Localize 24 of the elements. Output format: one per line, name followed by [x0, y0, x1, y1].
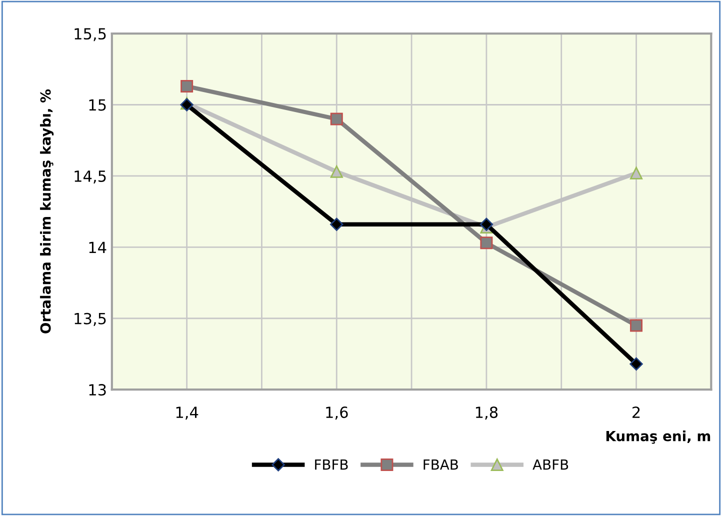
legend-label: ABFB: [532, 459, 568, 470]
point: [480, 218, 494, 231]
x-tick-label: 2: [632, 406, 640, 418]
y-tick-label: 13: [89, 384, 106, 396]
y-tick-label: 15,5: [74, 28, 106, 42]
legend-label: FBAB: [424, 459, 458, 470]
y-axis-title: Ortalama birim kumaş kaybı, %: [40, 89, 54, 334]
x-tick-label: 1,4: [176, 406, 198, 420]
y-tick-label: 14,5: [74, 170, 106, 184]
point: [330, 165, 343, 178]
y-tick-label: 15: [89, 99, 106, 111]
point: [630, 357, 643, 371]
x-tick-label: 1,8: [476, 406, 498, 420]
point: [630, 166, 643, 180]
x-axis-title: Kumaş eni, m: [606, 430, 710, 444]
point: [330, 218, 344, 231]
point: [180, 80, 194, 92]
point: [480, 236, 493, 250]
legend-label: FBFB: [315, 459, 348, 470]
x-tick-label: 1,6: [326, 406, 348, 420]
point: [630, 319, 643, 332]
y-tick-label: 13,5: [74, 312, 106, 326]
y-tick-label: 14: [89, 242, 106, 253]
point: [330, 112, 343, 126]
